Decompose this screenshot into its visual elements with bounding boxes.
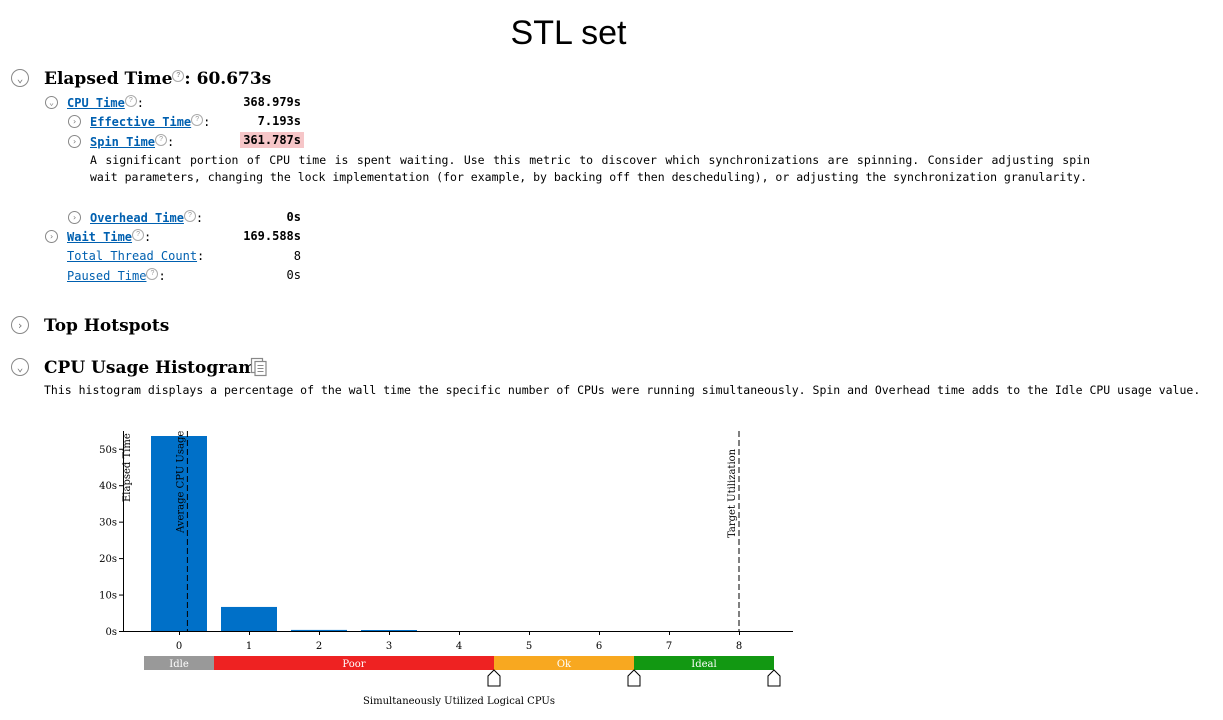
collapse-elapsed-icon[interactable]: ⌄: [11, 69, 29, 87]
overhead-time-value: 0s: [286, 210, 301, 224]
y-tick-label: 40s: [99, 481, 117, 492]
thread-count-value: 8: [293, 249, 301, 263]
utilization-band-label: Poor: [342, 659, 365, 670]
histogram-heading: CPU Usage Histogram: [44, 358, 257, 378]
x-tick-label: 0: [176, 641, 182, 652]
cpu-time-link[interactable]: CPU Time: [67, 96, 125, 110]
expand-wait-time-icon[interactable]: ›: [45, 230, 58, 243]
y-tick-label: 20s: [99, 554, 117, 565]
elapsed-time-value: : 60.673s: [184, 69, 272, 89]
utilization-band-label: Ok: [557, 659, 572, 670]
cpu-time-value: 368.979s: [243, 95, 301, 109]
y-tick-label: 0s: [106, 627, 118, 638]
x-tick-label: 5: [526, 641, 532, 652]
utilization-band: [494, 656, 634, 670]
expand-effective-time-icon[interactable]: ›: [68, 115, 81, 128]
overhead-time-metric: Overhead Time?:: [90, 210, 204, 225]
page-title: STL set: [510, 14, 627, 52]
wait-time-value: 169.588s: [243, 229, 301, 243]
x-tick-label: 3: [386, 641, 392, 652]
utilization-band: [214, 656, 494, 670]
effective-time-link[interactable]: Effective Time: [90, 115, 192, 129]
collapse-cpu-time-icon[interactable]: ⌄: [45, 96, 58, 109]
y-axis-label: Elapsed Time: [122, 433, 133, 502]
help-icon[interactable]: ?: [124, 95, 137, 107]
histogram-bar: [151, 436, 207, 631]
x-tick-label: 7: [666, 641, 672, 652]
help-icon[interactable]: ?: [172, 70, 185, 83]
paused-time-metric: Paused Time?:: [67, 268, 166, 283]
utilization-band: [634, 656, 774, 670]
spin-time-metric: Spin Time?:: [90, 134, 175, 149]
collapse-histogram-icon[interactable]: ⌄: [11, 358, 29, 376]
top-hotspots-heading[interactable]: Top Hotspots: [44, 316, 170, 336]
expand-top-hotspots-icon[interactable]: ›: [11, 316, 29, 334]
threshold-slider-handle: [487, 669, 501, 687]
x-tick-label: 1: [246, 641, 252, 652]
effective-time-metric: Effective Time?:: [90, 114, 211, 129]
paused-time-value: 0s: [286, 268, 301, 282]
threshold-slider-handle: [767, 669, 781, 687]
cpu-time-metric: CPU Time?:: [67, 95, 145, 110]
marker-label: Average CPU Usage: [175, 431, 186, 534]
y-tick-label: 30s: [99, 518, 117, 529]
y-tick-label: 50s: [99, 445, 117, 456]
y-tick-label: 10s: [99, 591, 117, 602]
utilization-band: [144, 656, 214, 670]
spin-time-value: 361.787s: [240, 132, 304, 148]
cpu-usage-histogram-chart: 0s 10s 20s 30s 40s 50s Elapsed Time 0 1 2 3 4 5 6 7 8 Av…: [99, 431, 793, 707]
elapsed-time-label: Elapsed Time: [44, 69, 173, 89]
thread-count-link[interactable]: Total Thread Count: [67, 249, 198, 263]
histogram-description: This histogram displays a percentage of …: [44, 383, 1201, 397]
x-tick-label: 8: [736, 641, 742, 652]
thread-count-metric: Total Thread Count:: [67, 249, 205, 263]
wait-time-link[interactable]: Wait Time: [67, 230, 133, 244]
copy-icon[interactable]: [250, 357, 268, 381]
x-tick-label: 6: [596, 641, 602, 652]
x-axis-label: Simultaneously Utilized Logical CPUs: [363, 696, 555, 707]
histogram-bar: [291, 629, 347, 631]
utilization-band-label: Idle: [169, 659, 189, 670]
expand-overhead-time-icon[interactable]: ›: [68, 211, 81, 224]
utilization-band-label: Ideal: [691, 659, 716, 670]
help-icon[interactable]: ?: [183, 210, 196, 222]
effective-time-value: 7.193s: [257, 114, 301, 128]
paused-time-link[interactable]: Paused Time: [67, 269, 147, 283]
expand-spin-time-icon[interactable]: ›: [68, 135, 81, 148]
wait-time-metric: Wait Time?:: [67, 229, 152, 244]
threshold-slider-handle: [627, 669, 641, 687]
spin-time-description: A significant portion of CPU time is spe…: [90, 153, 1090, 184]
x-tick-label: 2: [316, 641, 322, 652]
elapsed-time-heading: Elapsed Time?: 60.673s: [44, 69, 271, 89]
help-icon[interactable]: ?: [132, 229, 145, 241]
marker-label: Target Utilization: [727, 448, 738, 538]
help-icon[interactable]: ?: [155, 134, 168, 146]
overhead-time-link[interactable]: Overhead Time: [90, 211, 184, 225]
histogram-bar: [221, 606, 277, 631]
spin-time-link[interactable]: Spin Time: [90, 135, 156, 149]
help-icon[interactable]: ?: [191, 114, 204, 126]
help-icon[interactable]: ?: [146, 268, 159, 280]
x-tick-label: 4: [456, 641, 462, 652]
histogram-bar: [361, 630, 417, 631]
